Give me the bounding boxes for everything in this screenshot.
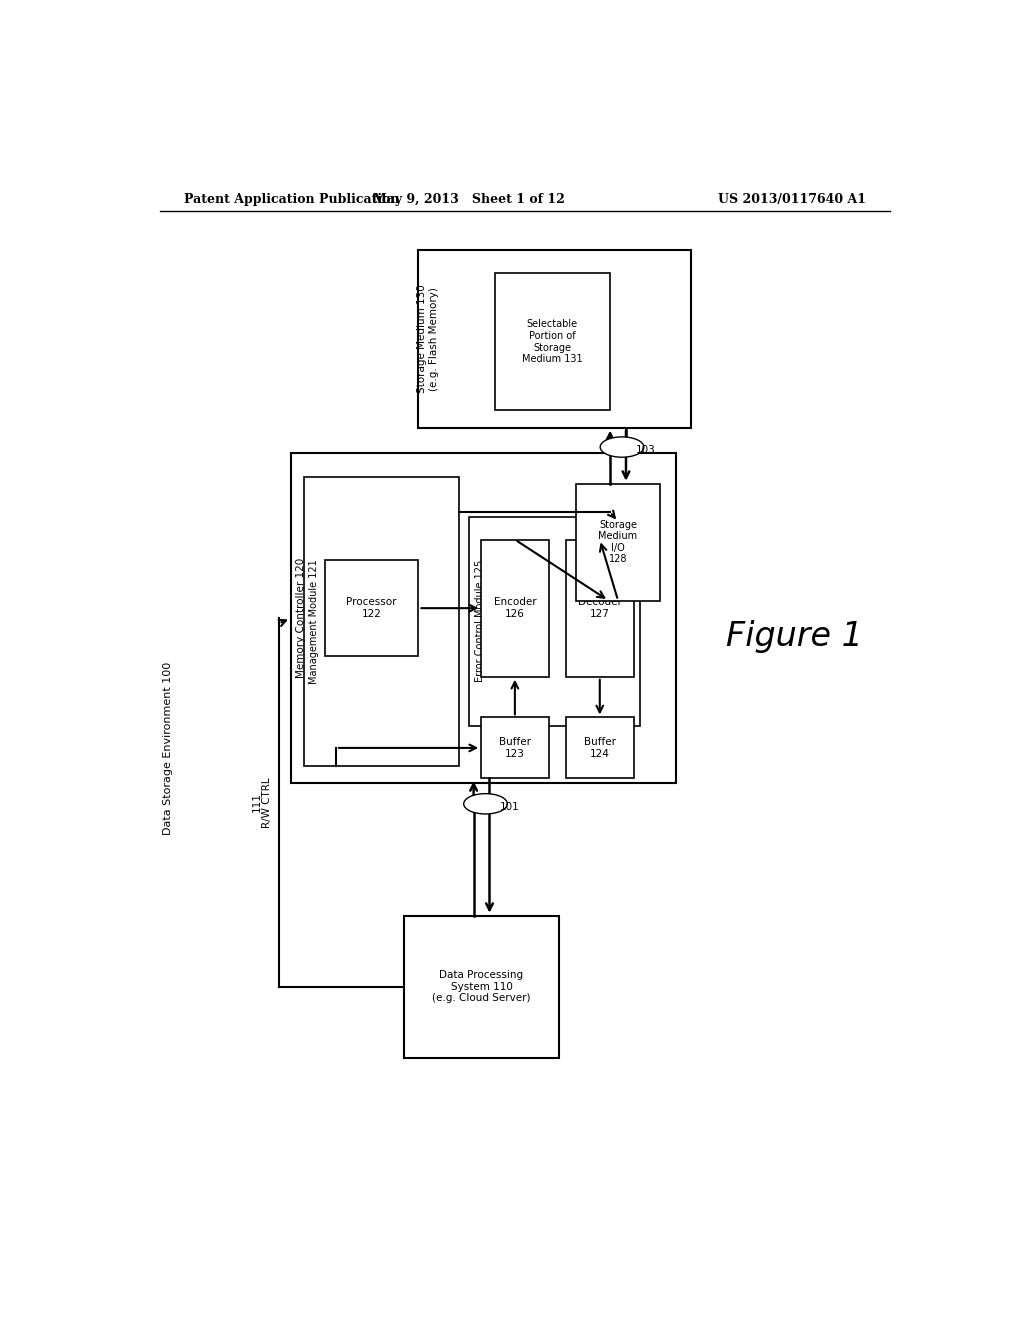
Text: Encoder
126: Encoder 126: [494, 598, 537, 619]
Text: 111: 111: [252, 792, 261, 813]
Text: R/W CTRL: R/W CTRL: [262, 777, 272, 828]
Bar: [577, 483, 659, 601]
Text: Storage Medium 130
(e.g. Flash Memory): Storage Medium 130 (e.g. Flash Memory): [417, 284, 438, 393]
Text: Memory Controller 120: Memory Controller 120: [296, 558, 306, 678]
Text: Decoder
127: Decoder 127: [578, 598, 622, 619]
Ellipse shape: [600, 437, 644, 457]
Text: Figure 1: Figure 1: [726, 619, 863, 652]
Text: Patent Application Publication: Patent Application Publication: [183, 193, 399, 206]
Text: 103: 103: [636, 445, 655, 455]
Text: Error Control Module 125: Error Control Module 125: [474, 560, 484, 682]
Bar: [481, 540, 549, 677]
Text: 101: 101: [500, 801, 519, 812]
Bar: [404, 916, 559, 1057]
Bar: [481, 718, 549, 779]
Bar: [469, 517, 640, 726]
Text: Selectable
Portion of
Storage
Medium 131: Selectable Portion of Storage Medium 131: [522, 319, 583, 364]
Text: Buffer
123: Buffer 123: [499, 737, 530, 759]
Bar: [495, 273, 609, 411]
Text: Storage
Medium
I/O
128: Storage Medium I/O 128: [598, 520, 638, 565]
Bar: [418, 249, 691, 428]
Bar: [566, 718, 634, 779]
Ellipse shape: [464, 793, 507, 814]
Bar: [566, 540, 634, 677]
Text: Buffer
124: Buffer 124: [584, 737, 615, 759]
Text: Processor
122: Processor 122: [346, 598, 397, 619]
Text: May 9, 2013   Sheet 1 of 12: May 9, 2013 Sheet 1 of 12: [374, 193, 565, 206]
Text: Data Storage Environment 100: Data Storage Environment 100: [163, 661, 173, 834]
Bar: [325, 560, 419, 656]
Text: Data Processing
System 110
(e.g. Cloud Server): Data Processing System 110 (e.g. Cloud S…: [432, 970, 530, 1003]
Bar: [291, 453, 676, 784]
Text: Management Module 121: Management Module 121: [309, 558, 319, 684]
Text: US 2013/0117640 A1: US 2013/0117640 A1: [718, 193, 866, 206]
Bar: [304, 477, 459, 766]
